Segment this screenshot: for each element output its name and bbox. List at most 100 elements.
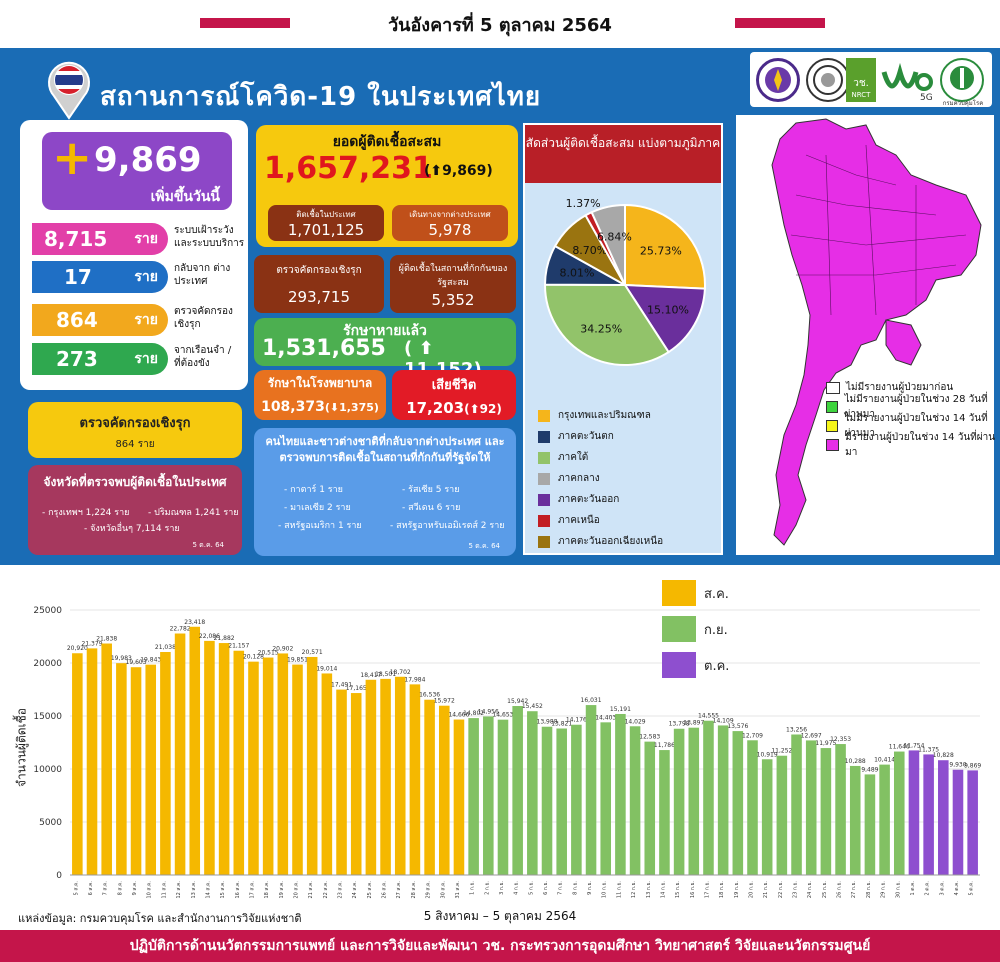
- x-tick-label: 6 ก.ย.: [543, 881, 549, 895]
- bar: [717, 725, 729, 875]
- bar-value-label: 13,798: [669, 721, 690, 728]
- legend-swatch: [538, 514, 550, 527]
- new-cases-box: + 9,869 เพิ่มขึ้นวันนี้: [42, 130, 232, 210]
- bar: [101, 643, 112, 875]
- bar-value-label: 14,029: [625, 718, 646, 725]
- pie-slice-label: 8.70%: [572, 244, 607, 257]
- bar: [380, 678, 391, 875]
- bar: [938, 760, 949, 875]
- legend-swatch: [538, 493, 550, 506]
- hospital-delta: (⬇1,375): [324, 401, 379, 414]
- domestic-label: ติดเชื้อในประเทศ: [296, 210, 356, 219]
- x-tick-label: 20 ก.ย.: [749, 881, 755, 898]
- bar: [776, 755, 788, 875]
- pie-legend-item: ภาคกลาง: [538, 468, 718, 489]
- bar: [306, 656, 318, 875]
- header-decoration-right: [735, 18, 825, 28]
- bar: [72, 653, 83, 875]
- breakdown-surveillance: 8,715 ราย: [32, 223, 168, 255]
- pie-legend-item: ภาคใต้: [538, 447, 718, 468]
- x-tick-label: 11 ส.ค.: [161, 881, 167, 899]
- bar-value-label: 21,882: [214, 635, 235, 642]
- bar-value-label: 14,666: [448, 712, 469, 719]
- x-tick-label: 28 ก.ย.: [866, 881, 872, 898]
- bar-value-label: 18,417: [360, 672, 381, 679]
- x-tick-label: 12 ก.ย.: [631, 881, 637, 898]
- breakdown-desc: ตรวจคัดกรอง เชิงรุก: [174, 306, 233, 330]
- x-tick-label: 3 ก.ย.: [499, 881, 505, 895]
- breakdown-desc: กลับจาก ต่างประเทศ: [174, 263, 231, 287]
- bar-value-label: 16,536: [419, 692, 440, 699]
- bar-value-label: 11,252: [771, 748, 792, 755]
- legend-label: ภาคใต้: [558, 452, 589, 463]
- breakdown-unit: ราย: [134, 312, 158, 328]
- header-decoration-left: [200, 18, 290, 28]
- bar: [615, 713, 626, 875]
- bar: [527, 711, 538, 875]
- bar-value-label: 14,802: [463, 710, 484, 717]
- breakdown-unit: ราย: [134, 351, 158, 367]
- x-tick-label: 14 ส.ค.: [205, 881, 211, 899]
- legend-swatch: [538, 409, 550, 422]
- x-tick-label: 22 ส.ค.: [323, 881, 329, 899]
- y-tick-label: 5000: [39, 818, 62, 828]
- bar: [497, 719, 509, 875]
- bar-value-label: 14,403: [595, 714, 616, 721]
- x-tick-label: 23 ก.ย.: [793, 881, 799, 898]
- x-tick-label: 19 ก.ย.: [734, 881, 740, 898]
- x-tick-label: 31 ส.ค.: [455, 881, 461, 899]
- nrct-logo: วช. NRCT: [846, 58, 876, 102]
- x-tick-label: 13 ก.ย.: [646, 881, 652, 898]
- bar: [365, 679, 377, 875]
- bar-value-label: 15,942: [507, 698, 528, 705]
- legend-swatch: [538, 472, 550, 485]
- nrct-seal-logo: [806, 58, 850, 102]
- x-tick-label: 15 ส.ค.: [220, 881, 226, 899]
- bar-value-label: 12,709: [742, 732, 763, 739]
- recovered-label: รักษาหายแล้ว: [343, 323, 427, 339]
- active-screen-total-value: 293,715: [287, 288, 351, 306]
- chart-legend-swatch: [662, 616, 696, 642]
- bar-value-label: 11,975: [815, 740, 836, 747]
- recovered-value: 1,531,655: [262, 336, 386, 361]
- x-tick-label: 10 ส.ค.: [147, 881, 153, 899]
- bar-value-label: 17,491: [331, 682, 352, 689]
- bar-value-label: 17,984: [404, 676, 425, 683]
- breakdown-prison: 273 ราย: [32, 343, 168, 375]
- cumulative-value: 1,657,231: [264, 151, 433, 186]
- x-tick-label: 21 ส.ค.: [308, 881, 314, 899]
- bar: [820, 748, 832, 875]
- x-tick-label: 8 ก.ย.: [572, 881, 578, 895]
- bar-value-label: 18,501: [375, 671, 396, 678]
- x-tick-label: 1 ก.ย.: [470, 881, 476, 895]
- bar-value-label: 19,843: [140, 657, 161, 664]
- x-tick-label: 14 ก.ย.: [660, 881, 666, 898]
- x-tick-label: 26 ก.ย.: [837, 881, 843, 898]
- bar-value-label: 20,920: [67, 645, 88, 652]
- x-tick-label: 21 ก.ย.: [763, 881, 769, 898]
- bar: [86, 648, 98, 875]
- abroad-box: เดินทางจากต่างประเทศ 5,978: [392, 205, 508, 241]
- pie-slice-label: 8.01%: [560, 266, 595, 279]
- active-screen-title: ตรวจคัดกรองเชิงรุก: [79, 416, 191, 431]
- breakdown-unit: ราย: [134, 231, 158, 247]
- bar-value-label: 10,828: [933, 752, 954, 759]
- deaths-label: เสียชีวิต: [431, 378, 477, 393]
- bar: [438, 705, 450, 875]
- region-pie-chart: 25.73% 15.10% 34.25% 8.01% 8.70% 1.37% 6.84%: [543, 197, 706, 366]
- x-tick-label: 9 ส.ค.: [132, 881, 138, 896]
- breakdown-active-screen: 864 ราย: [32, 304, 168, 336]
- bar-value-label: 17,165: [346, 685, 367, 692]
- x-tick-label: 15 ก.ย.: [675, 881, 681, 898]
- bar-value-label: 11,786: [654, 742, 675, 749]
- footer-credit: ปฏิบัติการด้านนวัตกรรมการแพทย์ และการวิจ…: [0, 930, 1000, 962]
- bar: [644, 741, 656, 875]
- bar: [893, 751, 905, 875]
- deaths-card: เสียชีวิต 17,203(⬆92): [392, 370, 516, 420]
- x-tick-label: 10 ก.ย.: [602, 881, 608, 898]
- bar: [483, 716, 494, 875]
- bar: [761, 759, 773, 875]
- x-tick-label: 26 ส.ค.: [382, 881, 388, 899]
- bar: [160, 651, 171, 875]
- legend-label: ภาคตะวันตก: [558, 431, 614, 442]
